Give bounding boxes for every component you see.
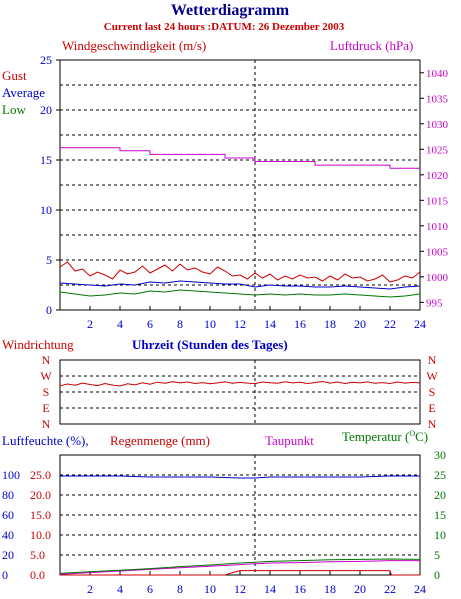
direction-tick-right: N <box>428 353 437 367</box>
direction-tick-left: E <box>42 401 49 415</box>
series-line-taupunkt <box>59 560 420 575</box>
humidity-title: Luftfeuchte (%), <box>2 433 89 448</box>
plot-frame-direction <box>59 359 421 425</box>
direction-tick-left: S <box>43 385 50 399</box>
temperature-tick-label: 10 <box>434 528 446 542</box>
page-title: Wetterdiagramm <box>171 2 290 19</box>
direction-tick-right: E <box>428 401 435 415</box>
direction-tick-left: W <box>40 369 52 383</box>
y2-tick-label: 1035 <box>426 93 449 105</box>
y2-tick-label: 1000 <box>426 272 449 284</box>
y-tick-label: 10 <box>40 203 52 217</box>
direction-tick-right: N <box>428 417 437 431</box>
humidity-tick-label: 40 <box>2 528 14 542</box>
direction-tick-right: S <box>429 385 436 399</box>
temperature-unit: C) <box>415 429 428 444</box>
humidity-tick-label: 0 <box>2 568 8 582</box>
y-tick-label: 0 <box>46 303 52 317</box>
x-tick-label: 6 <box>147 582 153 596</box>
pressure-title: Luftdruck (hPa) <box>330 38 413 53</box>
series-line-direction <box>59 380 421 387</box>
y2-tick-label: 1040 <box>426 68 449 80</box>
rain-tick-label: 15.0 <box>30 508 51 522</box>
x-tick-label: 22 <box>384 317 396 331</box>
humidity-tick-label: 100 <box>2 468 20 482</box>
temperature-tick-label: 0 <box>434 568 440 582</box>
y2-tick-label: 1025 <box>426 144 449 156</box>
legend-average: Average <box>2 85 45 100</box>
y-tick-label: 15 <box>40 153 52 167</box>
y2-tick-label: 1020 <box>426 170 449 182</box>
y-tick-label: 5 <box>46 253 52 267</box>
rain-tick-label: 20.0 <box>30 488 51 502</box>
x-tick-label: 2 <box>87 317 93 331</box>
x-tick-label: 2 <box>87 582 93 596</box>
chart-layer: 0510152025995100010051010101510201025103… <box>2 53 449 596</box>
x-tick-label: 16 <box>294 317 306 331</box>
direction-tick-left: N <box>42 417 51 431</box>
y2-tick-label: 1015 <box>426 195 449 207</box>
x-tick-label: 18 <box>324 582 336 596</box>
temperature-tick-label: 15 <box>434 508 446 522</box>
series-line-luftfeuchte <box>60 475 420 479</box>
x-tick-label: 12 <box>234 317 246 331</box>
x-tick-label: 16 <box>294 582 306 596</box>
series-line-low <box>59 289 421 298</box>
humidity-tick-label: 20 <box>2 548 14 562</box>
y-tick-label: 20 <box>40 103 52 117</box>
legend-low: Low <box>2 102 26 117</box>
wind-speed-title: Windgeschwindigkeit (m/s) <box>62 38 206 53</box>
rain-tick-label: 0.0 <box>30 568 45 582</box>
temperature-tick-label: 5 <box>434 548 440 562</box>
wind-direction-title: Windrichtung <box>2 337 74 352</box>
x-tick-label: 6 <box>147 317 153 331</box>
rain-tick-label: 10.0 <box>30 528 51 542</box>
x-tick-label: 10 <box>204 582 216 596</box>
direction-tick-right: W <box>426 369 438 383</box>
x-tick-label: 22 <box>384 582 396 596</box>
y2-tick-label: 1005 <box>426 246 449 258</box>
series-line-average <box>59 280 421 290</box>
x-tick-label: 4 <box>117 582 123 596</box>
rain-tick-label: 25.0 <box>30 468 51 482</box>
x-tick-label: 20 <box>354 582 366 596</box>
series-line-temperatur <box>59 558 421 574</box>
series-line-luftdruck <box>60 147 420 169</box>
page-subtitle: Current last 24 hours :DATUM: 26 Dezembe… <box>104 21 345 33</box>
y2-tick-label: 995 <box>426 297 443 309</box>
x-tick-label: 4 <box>117 317 123 331</box>
series-line-gust <box>59 261 421 283</box>
time-axis-title: Uhrzeit (Stunden des Tages) <box>132 337 288 352</box>
dewpoint-title: Taupunkt <box>265 433 314 448</box>
x-tick-label: 14 <box>264 582 276 596</box>
x-tick-label: 8 <box>177 317 183 331</box>
temperature-tick-label: 25 <box>434 468 446 482</box>
y-tick-label: 25 <box>40 53 52 67</box>
direction-tick-left: N <box>42 353 51 367</box>
series-line-regenmenge <box>60 570 420 576</box>
x-tick-label: 24 <box>414 582 426 596</box>
y2-tick-label: 1010 <box>426 221 449 233</box>
x-tick-label: 8 <box>177 582 183 596</box>
x-tick-label: 14 <box>264 317 276 331</box>
temperature-degree-mark: O <box>409 429 415 438</box>
humidity-tick-label: 80 <box>2 488 14 502</box>
rain-tick-label: 5.0 <box>30 548 45 562</box>
y2-tick-label: 1030 <box>426 119 449 131</box>
temperature-title: Temperatur (OC) <box>342 429 428 444</box>
x-tick-label: 18 <box>324 317 336 331</box>
temperature-tick-label: 20 <box>434 488 446 502</box>
x-tick-label: 20 <box>354 317 366 331</box>
x-tick-label: 10 <box>204 317 216 331</box>
x-tick-label: 24 <box>414 317 426 331</box>
humidity-tick-label: 60 <box>2 508 14 522</box>
x-tick-label: 12 <box>234 582 246 596</box>
temperature-tick-label: 30 <box>434 448 446 462</box>
legend-gust: Gust <box>2 68 27 83</box>
temperature-title-main: Temperatur ( <box>342 429 409 444</box>
rain-title: Regenmenge (mm) <box>110 433 210 448</box>
